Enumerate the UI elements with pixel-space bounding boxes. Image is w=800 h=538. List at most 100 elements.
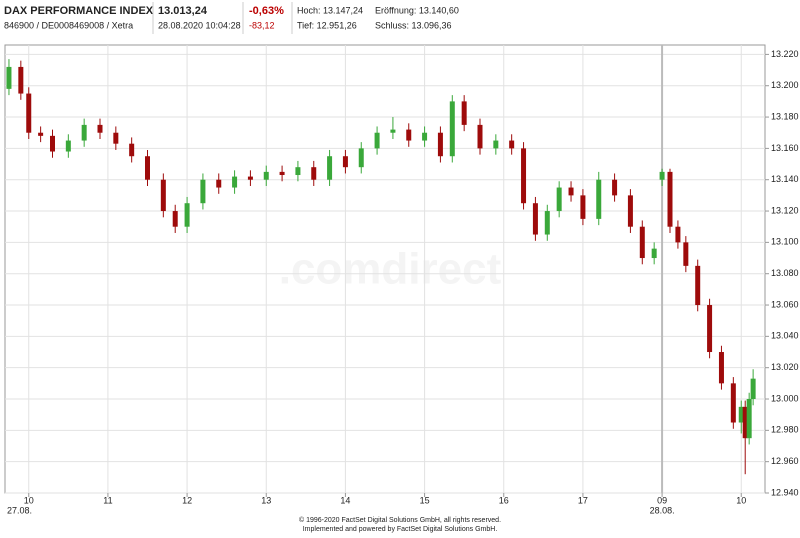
- x-tick-label: 13: [261, 495, 271, 505]
- candle-body: [263, 171, 269, 180]
- candle-body: [707, 305, 713, 353]
- candle-body: [247, 176, 253, 180]
- candle-body: [667, 171, 673, 227]
- candle-body: [742, 406, 748, 439]
- candle-body: [509, 140, 515, 149]
- candle-body: [374, 132, 380, 149]
- y-tick-label: 13.200: [771, 80, 799, 90]
- candle-body: [18, 66, 24, 94]
- candle-body: [651, 248, 657, 259]
- candle-body: [129, 143, 135, 157]
- candle-body: [26, 93, 32, 133]
- candle-body: [580, 195, 586, 219]
- x-tick-label: 10: [24, 495, 34, 505]
- candle-body: [521, 148, 527, 204]
- candle-body: [556, 187, 562, 212]
- footer: Implemented and powered by FactSet Digit…: [303, 526, 498, 533]
- candle-body: [81, 124, 87, 141]
- ids: 846900 / DE0008469008 / Xetra: [4, 20, 133, 30]
- y-tick-label: 13.060: [771, 299, 799, 309]
- candle-body: [612, 179, 618, 196]
- change-abs: -83,12: [249, 20, 275, 30]
- candle-body: [750, 378, 756, 400]
- title: DAX PERFORMANCE INDEX: [4, 5, 154, 17]
- candle-body: [113, 132, 119, 144]
- candle-body: [200, 179, 206, 204]
- candle-body: [50, 135, 55, 152]
- candle-body: [746, 399, 752, 439]
- candle-body: [184, 203, 190, 227]
- candle-body: [544, 211, 550, 235]
- candle-body: [422, 132, 428, 141]
- price: 13.013,24: [158, 5, 208, 17]
- candle-body: [627, 195, 633, 227]
- timestamp: 28.08.2020 10:04:28: [158, 20, 241, 30]
- candle-body: [327, 156, 333, 180]
- y-tick-label: 13.100: [771, 237, 799, 247]
- candle-body: [342, 156, 348, 168]
- candle-body: [477, 124, 483, 149]
- change-pct: -0,63%: [249, 5, 284, 17]
- y-tick-label: 13.000: [771, 393, 799, 403]
- y-tick-label: 12.980: [771, 425, 799, 435]
- candle-body: [406, 129, 412, 141]
- open: Eröffnung: 13.140,60: [375, 5, 459, 15]
- x-tick-label: 14: [340, 495, 350, 505]
- candle-body: [695, 265, 701, 306]
- y-tick-label: 12.960: [771, 456, 799, 466]
- candle-body: [493, 140, 499, 149]
- candle-body: [6, 66, 12, 89]
- y-tick-label: 12.940: [771, 487, 799, 497]
- candle-body: [232, 176, 238, 188]
- x-tick-label: 09: [657, 495, 667, 505]
- candle-body: [160, 179, 166, 212]
- candle-body: [675, 226, 681, 243]
- x-tick-label: 10: [736, 495, 746, 505]
- candle-body: [683, 242, 689, 266]
- y-tick-label: 13.140: [771, 174, 799, 184]
- candle-body: [718, 352, 724, 384]
- candle-body: [730, 383, 736, 423]
- candle-body: [172, 211, 178, 227]
- y-tick-label: 13.160: [771, 143, 799, 153]
- candle-body: [449, 101, 455, 157]
- x-tick-label: 16: [499, 495, 509, 505]
- high: Hoch: 13.147,24: [297, 5, 363, 15]
- x-tick-label: 17: [578, 495, 588, 505]
- candle-body: [216, 179, 222, 188]
- y-tick-label: 13.120: [771, 205, 799, 215]
- candle-body: [97, 124, 103, 133]
- candle-body: [295, 167, 301, 176]
- candle-body: [461, 101, 467, 125]
- candle-body: [390, 129, 396, 133]
- candle-body: [311, 167, 317, 180]
- candle-body: [659, 171, 665, 180]
- candle-body: [358, 148, 364, 168]
- candle-body: [279, 171, 285, 176]
- watermark: .comdirect: [279, 245, 502, 294]
- low: Tief: 12.951,26: [297, 20, 357, 30]
- x-tick-label: 12: [182, 495, 192, 505]
- y-tick-label: 13.180: [771, 111, 799, 121]
- date-label: 27.08.: [7, 505, 32, 515]
- candle-body: [596, 179, 602, 219]
- candle-body: [65, 140, 71, 152]
- candle-body: [145, 156, 150, 180]
- candle-body: [38, 132, 44, 136]
- close: Schluss: 13.096,36: [375, 20, 452, 30]
- y-tick-label: 13.080: [771, 268, 799, 278]
- candle-body: [532, 203, 538, 235]
- candle-body: [437, 132, 443, 157]
- x-tick-label: 15: [420, 495, 430, 505]
- x-tick-label: 11: [103, 495, 112, 505]
- candle-body: [639, 226, 645, 259]
- footer: © 1996-2020 FactSet Digital Solutions Gm…: [299, 516, 501, 524]
- y-tick-label: 13.220: [771, 49, 799, 59]
- candle-body: [738, 406, 744, 423]
- y-tick-label: 13.040: [771, 331, 799, 341]
- y-tick-label: 13.020: [771, 362, 799, 372]
- date-label: 28.08.: [650, 505, 675, 515]
